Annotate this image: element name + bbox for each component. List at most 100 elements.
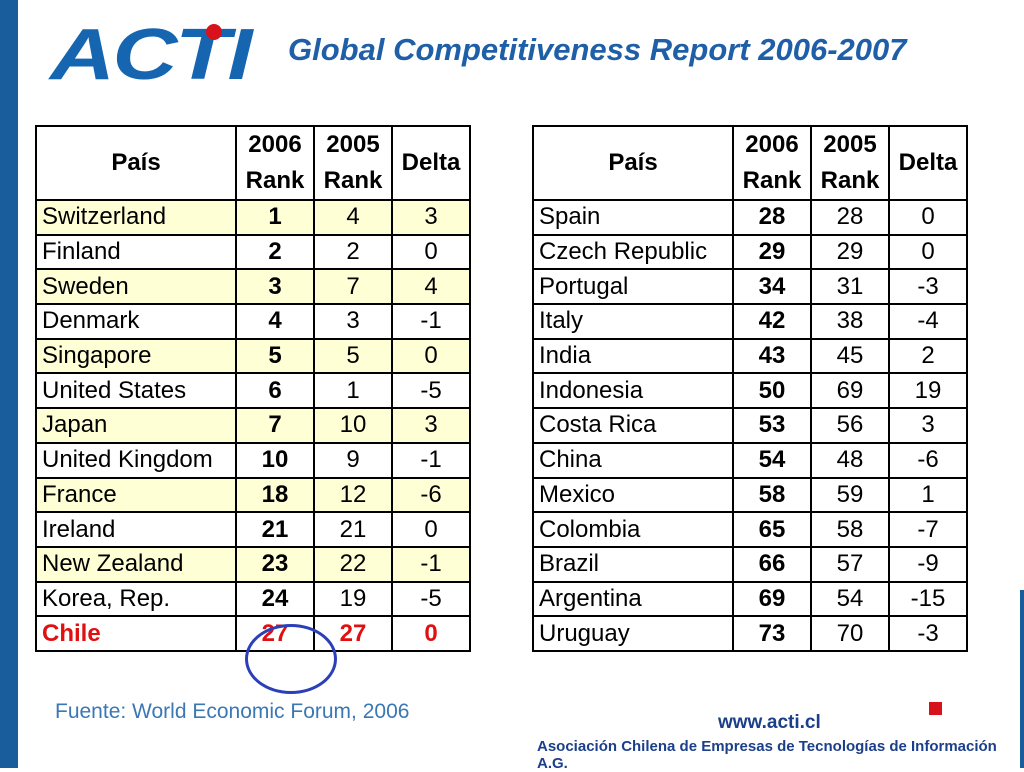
cell: 9	[313, 441, 393, 479]
cell: 0	[391, 511, 471, 548]
table-row: Singapore 5 5 0	[35, 337, 471, 375]
cell: 58	[810, 511, 890, 548]
cell: Chile	[35, 615, 237, 652]
cell: 45	[810, 337, 890, 375]
cell: 66	[732, 545, 812, 583]
cell: Japan	[35, 407, 237, 444]
cell: Singapore	[35, 337, 237, 375]
table-row: Brazil 66 57 -9	[532, 545, 968, 583]
table-row: Ireland 21 21 0	[35, 511, 471, 548]
cell: 23	[235, 545, 315, 583]
url: www.acti.cl	[718, 712, 821, 733]
table-row: Denmark 4 3 -1	[35, 303, 471, 340]
cell: -15	[888, 580, 968, 618]
cell: 21	[235, 511, 315, 548]
table-row: Finland 2 2 0	[35, 233, 471, 271]
cell: Portugal	[532, 268, 734, 306]
cell: 69	[732, 580, 812, 618]
cell: 54	[810, 580, 890, 618]
cell: 73	[732, 615, 812, 652]
cell: Argentina	[532, 580, 734, 618]
table-row: New Zealand 23 22 -1	[35, 545, 471, 583]
cell: 29	[732, 233, 812, 271]
column-header: 2006 Rank	[235, 125, 315, 201]
cell: 53	[732, 407, 812, 444]
cell: 34	[732, 268, 812, 306]
sidebar	[0, 0, 18, 768]
cell: 24	[235, 580, 315, 618]
cell: 5	[313, 337, 393, 375]
cell: 56	[810, 407, 890, 444]
cell: 21	[313, 511, 393, 548]
cell: 2	[235, 233, 315, 271]
column-header: Delta	[391, 125, 471, 201]
table-body: Switzerland 1 4 3 Finland 2 2 0 Sweden 3 7 4 Denmark…	[35, 199, 471, 652]
table-body: Spain 28 28 0 Czech Republic 29 29 0 Portugal 34 3…	[532, 199, 968, 652]
table-row: China 54 48 -6	[532, 441, 968, 479]
cell: Sweden	[35, 268, 237, 306]
column-header: 2005 Rank	[810, 125, 890, 201]
cell: 0	[391, 615, 471, 652]
cell: Denmark	[35, 303, 237, 340]
cell: 19	[313, 580, 393, 618]
cell: 19	[888, 372, 968, 410]
organization: Asociación Chilena de Empresas de Tecnol…	[537, 738, 997, 772]
header-row: País 2006 Rank 2005 Rank Delta	[532, 125, 968, 201]
cell: Switzerland	[35, 199, 237, 236]
highlight-circle	[245, 624, 337, 694]
cell: India	[532, 337, 734, 375]
cell: 2	[313, 233, 393, 271]
cell: 65	[732, 511, 812, 548]
cell: 12	[313, 476, 393, 514]
cell: 3	[888, 407, 968, 444]
cell: 4	[235, 303, 315, 340]
cell: -6	[888, 441, 968, 479]
cell: -1	[391, 545, 471, 583]
cell: 10	[313, 407, 393, 444]
cell: -7	[888, 511, 968, 548]
cell: -1	[391, 303, 471, 340]
table-row: Uruguay 73 70 -3	[532, 615, 968, 652]
cell: Korea, Rep.	[35, 580, 237, 618]
cell: 4	[313, 199, 393, 236]
cell: -1	[391, 441, 471, 479]
cell: 58	[732, 476, 812, 514]
cell: 5	[235, 337, 315, 375]
table-row: Korea, Rep. 24 19 -5	[35, 580, 471, 618]
cell: 50	[732, 372, 812, 410]
table-row: Switzerland 1 4 3	[35, 199, 471, 236]
red-square	[929, 702, 942, 715]
cell: -6	[391, 476, 471, 514]
cell: -5	[391, 580, 471, 618]
table-row: United Kingdom 10 9 -1	[35, 441, 471, 479]
table-row: Costa Rica 53 56 3	[532, 407, 968, 444]
cell: 3	[235, 268, 315, 306]
cell: 3	[391, 199, 471, 236]
column-header: País	[532, 125, 734, 201]
cell: 54	[732, 441, 812, 479]
table-head: País 2006 Rank 2005 Rank Delta	[35, 125, 471, 201]
table-row: Japan 7 10 3	[35, 407, 471, 444]
right-bar	[1020, 590, 1024, 768]
cell: 7	[313, 268, 393, 306]
cell: Italy	[532, 303, 734, 340]
table-row: Indonesia 50 69 19	[532, 372, 968, 410]
cell: 69	[810, 372, 890, 410]
header-row: País 2006 Rank 2005 Rank Delta	[35, 125, 471, 201]
cell: Brazil	[532, 545, 734, 583]
cell: 48	[810, 441, 890, 479]
cell: Costa Rica	[532, 407, 734, 444]
table-head: País 2006 Rank 2005 Rank Delta	[532, 125, 968, 201]
cell: 1	[888, 476, 968, 514]
cell: 22	[313, 545, 393, 583]
cell: 57	[810, 545, 890, 583]
cell: 3	[313, 303, 393, 340]
cell: France	[35, 476, 237, 514]
cell: 31	[810, 268, 890, 306]
cell: 1	[235, 199, 315, 236]
ranking-table: País 2006 Rank 2005 Rank Delta Spain 28 28 0 Cze…	[532, 125, 968, 652]
column-header: 2005 Rank	[313, 125, 393, 201]
cell: Colombia	[532, 511, 734, 548]
cell: United Kingdom	[35, 441, 237, 479]
column-header: País	[35, 125, 237, 201]
